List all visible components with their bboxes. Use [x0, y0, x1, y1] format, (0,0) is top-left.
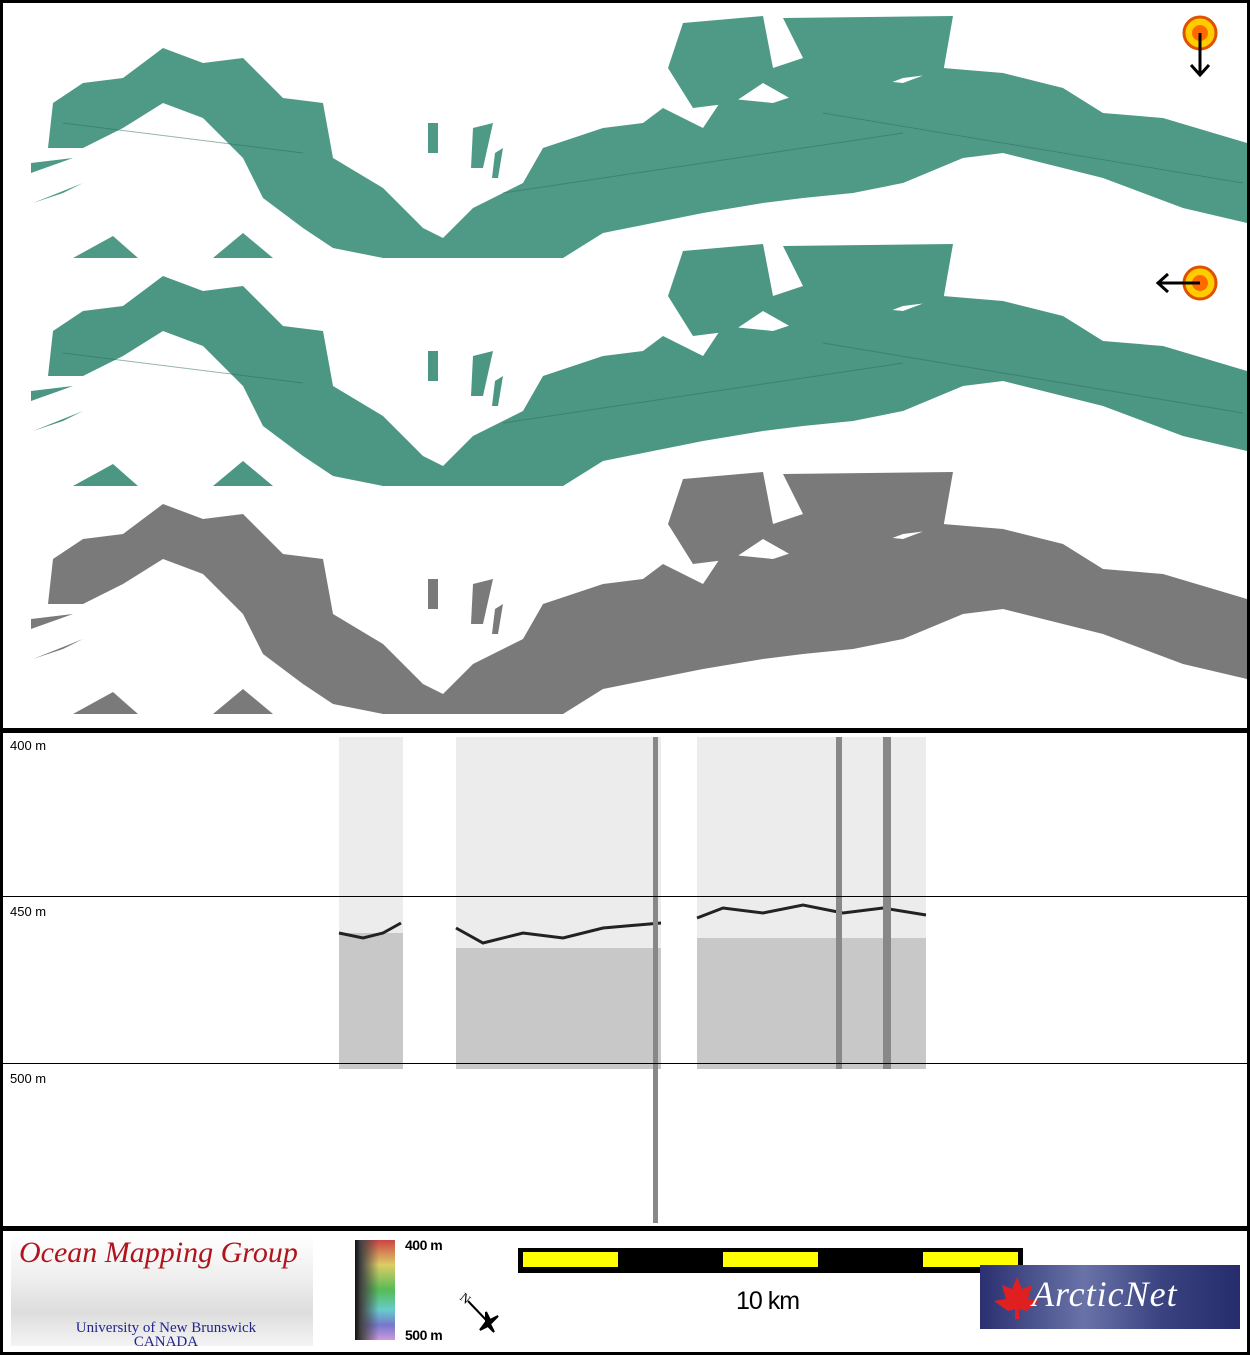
subbottom-profile-panel: 400 m 450 m 500 m	[3, 733, 1247, 1226]
sun-illumination-icon	[1155, 265, 1218, 301]
depth-label-450: 450 m	[10, 904, 47, 919]
scale-bar	[518, 1248, 1023, 1273]
depth-gridline	[3, 1063, 1247, 1064]
profile-artifacts	[653, 737, 891, 1223]
arrow-left-icon	[1155, 272, 1200, 294]
map-svg	[31, 15, 1247, 714]
profile-svg	[338, 737, 927, 1223]
arcticnet-logo-text: ArcticNet	[1032, 1274, 1178, 1314]
maple-leaf-icon	[994, 1277, 1040, 1319]
omg-logo-university: University of New Brunswick	[75, 1320, 257, 1336]
color-scale-bottom-label: 500 m	[405, 1327, 443, 1343]
scale-bar-segment	[923, 1252, 1018, 1267]
scale-bar-label: 10 km	[736, 1287, 800, 1315]
omg-logo-country: CANADA	[133, 1334, 199, 1350]
depth-label-500: 500 m	[10, 1071, 47, 1086]
north-arrow-icon: N	[458, 1289, 499, 1333]
bathymetry-map-panels	[3, 3, 1247, 728]
depth-gridline	[3, 896, 1247, 897]
color-scale-top-label: 400 m	[405, 1237, 443, 1253]
map-hillshade-sun-north	[31, 16, 1247, 258]
scale-bar-segment	[523, 1252, 618, 1267]
ocean-mapping-group-logo: Ocean Mapping Group University of New Br…	[11, 1234, 313, 1350]
scale-bar-segment	[723, 1252, 818, 1267]
seafloor-texture	[62, 112, 1244, 424]
depth-label-400: 400 m	[10, 738, 47, 753]
map-hillshade-sun-east	[31, 244, 1247, 486]
legend-panel: Ocean Mapping Group University of New Br…	[3, 1231, 1247, 1352]
arrow-down-icon	[1189, 33, 1211, 78]
depth-color-scale	[355, 1240, 395, 1340]
arcticnet-logo: ArcticNet	[980, 1265, 1240, 1329]
map-backscatter	[31, 472, 1247, 714]
sun-illumination-icon	[1182, 15, 1218, 78]
omg-logo-title: Ocean Mapping Group	[19, 1236, 298, 1269]
